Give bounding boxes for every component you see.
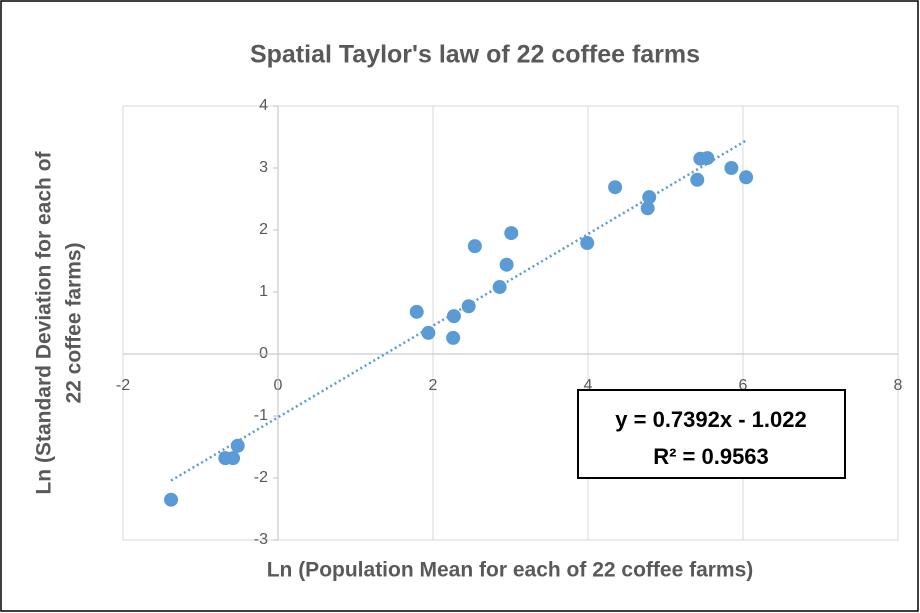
point <box>580 236 595 251</box>
point <box>640 201 655 216</box>
y-tick-label: 1 <box>259 283 268 300</box>
trendline-r-squared: R² = 0.9563 <box>653 444 769 469</box>
x-tick-label: 4 <box>584 377 593 394</box>
x-tick-label: 8 <box>894 377 903 394</box>
point <box>642 190 657 205</box>
point <box>230 438 245 453</box>
point <box>446 309 461 324</box>
point <box>226 451 241 466</box>
point <box>608 180 623 195</box>
y-tick-label: 4 <box>259 97 268 114</box>
y-tick-label: -1 <box>254 407 268 424</box>
y-axis-title-line: 22 coffee farms) <box>63 242 86 403</box>
trendline-equation: y = 0.7392x - 1.022 <box>615 407 806 432</box>
y-tick-label: -3 <box>254 531 268 548</box>
point <box>461 299 476 314</box>
point <box>467 239 482 254</box>
y-axis-title-line: Ln (Standard Deviation for each of <box>33 150 56 494</box>
x-axis-title: Ln (Population Mean for each of 22 coffe… <box>267 559 754 582</box>
trendline-label-box <box>577 389 846 479</box>
point <box>409 304 424 319</box>
point <box>446 330 461 345</box>
x-tick-label: -2 <box>116 377 130 394</box>
y-tick-label: -2 <box>254 469 268 486</box>
x-tick-label: 6 <box>739 377 748 394</box>
y-tick-label: 2 <box>259 221 268 238</box>
point <box>690 172 705 187</box>
point <box>421 325 436 340</box>
point <box>504 226 519 241</box>
y-tick-label: 3 <box>259 159 268 176</box>
point <box>164 492 179 507</box>
chart-title: Spatial Taylor's law of 22 coffee farms <box>250 41 700 69</box>
point <box>492 280 507 295</box>
point <box>724 161 739 175</box>
point <box>739 170 754 185</box>
point <box>700 151 715 166</box>
point <box>499 257 514 272</box>
x-tick-label: 2 <box>429 377 438 394</box>
y-axis-title: Ln (Standard Deviation for each of 22 co… <box>33 150 86 494</box>
